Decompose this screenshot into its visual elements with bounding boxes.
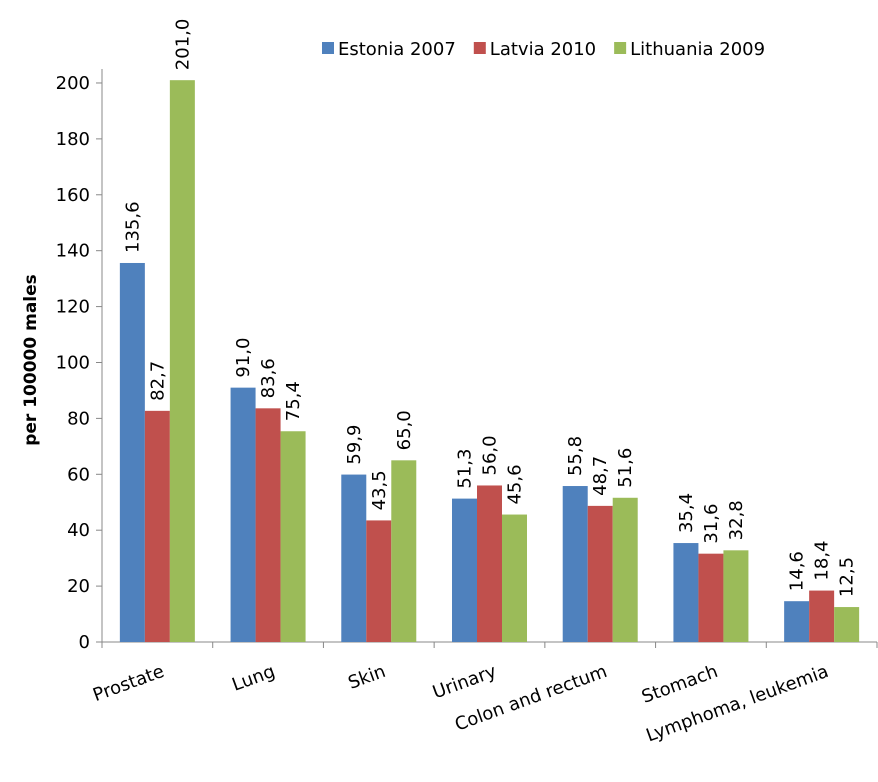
bar: [169, 80, 195, 643]
value-label: 43,5: [369, 470, 390, 510]
y-tick-label: 160: [56, 185, 90, 206]
x-tick-label: Skin: [345, 661, 388, 694]
bar: [119, 262, 145, 642]
x-tick-label: Stomach: [639, 661, 721, 708]
bar: [723, 550, 749, 642]
x-tick-label: Prostate: [90, 661, 167, 706]
bar: [612, 497, 638, 642]
x-tick-label: Urinary: [430, 661, 500, 703]
bar: [144, 410, 170, 642]
value-label: 51,6: [615, 448, 636, 488]
legend-label: Lithuania 2009: [630, 39, 765, 60]
value-label: 12,5: [837, 557, 858, 597]
legend-swatch: [614, 42, 627, 54]
value-label: 48,7: [590, 456, 611, 496]
bar: [502, 514, 527, 642]
bar: [809, 590, 835, 642]
value-label: 45,6: [505, 464, 526, 504]
value-label: 83,6: [258, 358, 279, 398]
value-label: 75,4: [283, 381, 304, 421]
bar: [477, 485, 502, 642]
value-label: 65,0: [394, 410, 415, 450]
y-tick-label: 180: [56, 129, 90, 150]
value-label: 135,6: [122, 201, 143, 253]
value-label: 201,0: [172, 19, 193, 71]
bar: [391, 460, 417, 642]
bar: [673, 543, 699, 642]
y-tick-label: 200: [56, 73, 90, 94]
y-tick-label: 140: [56, 241, 90, 262]
bar: [230, 387, 256, 642]
legend-swatch: [322, 42, 334, 54]
bar: [698, 553, 724, 642]
y-tick-label: 80: [67, 408, 90, 429]
y-tick-label: 60: [67, 464, 90, 485]
bar: [452, 498, 477, 642]
legend-swatch: [473, 42, 486, 54]
value-label: 32,8: [726, 500, 747, 540]
value-label: 14,6: [787, 551, 808, 591]
legend-label: Latvia 2010: [490, 39, 596, 60]
bar: [562, 486, 588, 642]
bar: [255, 408, 281, 642]
legend-label: Estonia 2007: [338, 39, 456, 60]
bar: [587, 505, 613, 642]
bar: [341, 474, 367, 642]
value-label: 18,4: [812, 540, 833, 580]
value-label: 51,3: [455, 449, 476, 489]
y-tick-label: 0: [79, 632, 90, 653]
bar: [784, 601, 810, 642]
value-label: 35,4: [676, 493, 697, 533]
bar: [366, 520, 392, 642]
x-tick-label: Lymphoma, leukemia: [643, 661, 831, 747]
bar: [834, 607, 860, 642]
y-tick-label: 100: [56, 352, 90, 373]
value-label: 31,6: [701, 504, 722, 544]
y-tick-label: 120: [56, 297, 90, 318]
y-axis-title: per 100000 males: [21, 274, 41, 446]
value-label: 59,9: [344, 424, 365, 464]
value-label: 82,7: [147, 361, 168, 401]
value-label: 56,0: [480, 435, 501, 475]
value-label: 55,8: [565, 436, 586, 476]
y-tick-label: 20: [67, 576, 90, 597]
value-label: 91,0: [233, 338, 254, 378]
y-tick-label: 40: [67, 520, 90, 541]
x-tick-label: Lung: [229, 661, 277, 696]
bar: [280, 431, 306, 642]
